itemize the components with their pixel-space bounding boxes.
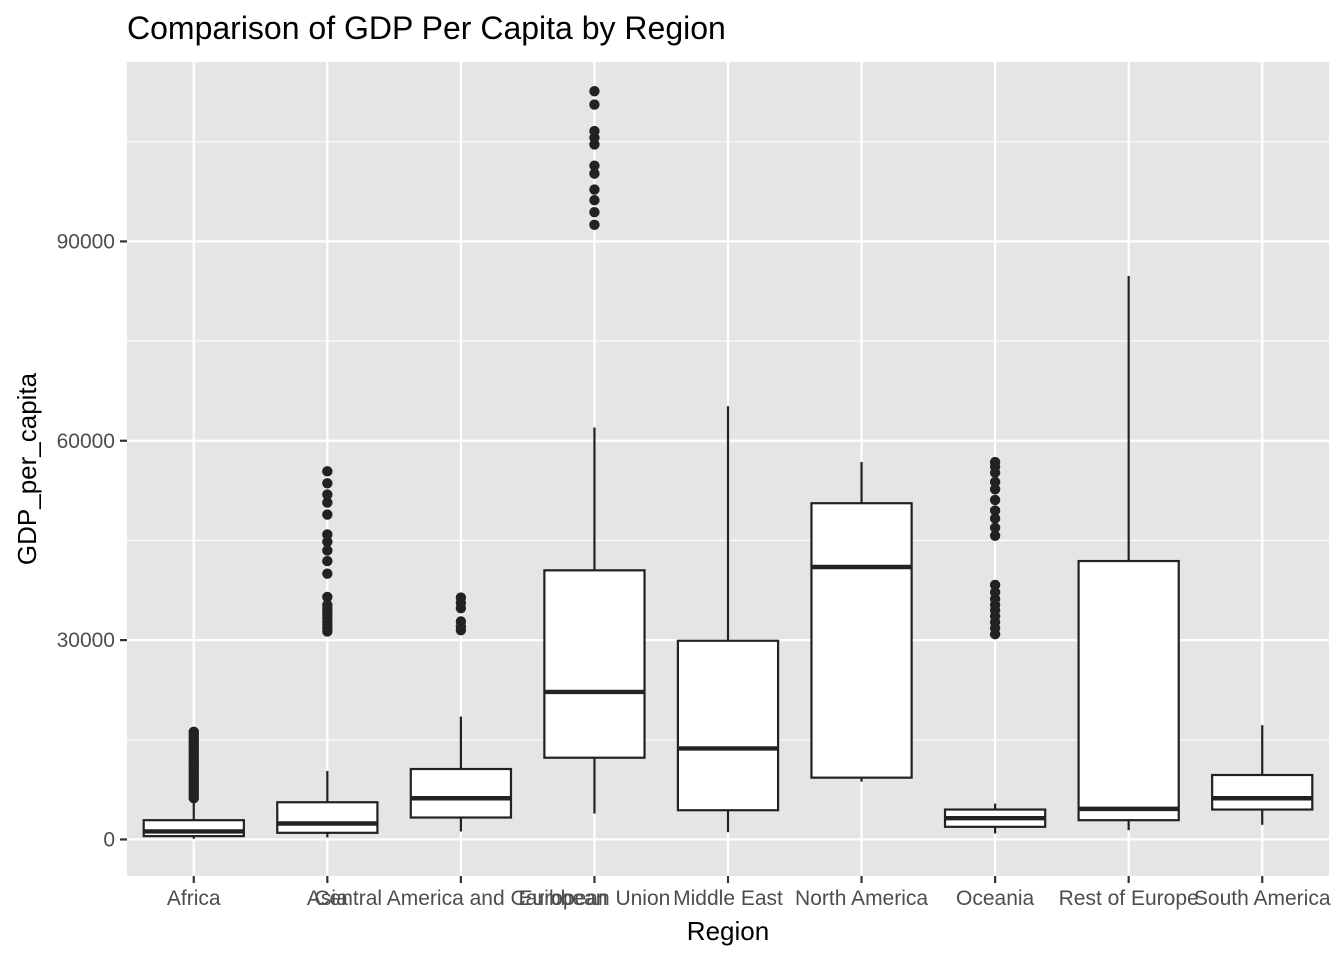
outlier-point <box>322 497 333 508</box>
outlier-point <box>322 555 333 567</box>
box-group <box>142 726 245 839</box>
outlier-point <box>322 509 333 520</box>
outlier-point <box>989 476 1001 488</box>
y-tick-label: 0 <box>103 828 115 851</box>
outlier-point <box>322 489 333 500</box>
y-tick-label: 90000 <box>57 230 115 253</box>
outlier-point <box>589 195 600 206</box>
outlier-point <box>322 599 333 611</box>
chart-title: Comparison of GDP Per Capita by Region <box>127 10 726 46</box>
outlier-point <box>589 160 600 171</box>
x-tick-label: Asia <box>307 887 348 910</box>
outlier-point <box>455 616 467 627</box>
outlier-point <box>322 536 333 547</box>
outlier-point <box>989 456 1001 468</box>
box-group <box>276 466 379 838</box>
x-tick-label: North America <box>795 887 928 910</box>
box-group <box>676 406 780 833</box>
y-tick-label: 60000 <box>57 430 115 453</box>
box-group <box>943 456 1047 834</box>
outlier-point <box>455 592 467 603</box>
box <box>543 569 646 759</box>
outlier-point <box>989 494 1001 506</box>
box-group <box>1211 725 1314 825</box>
box-group <box>1077 275 1180 831</box>
y-axis-title: GDP_per_capita <box>12 372 42 565</box>
outlier-point <box>322 478 333 489</box>
outlier-point <box>589 125 600 137</box>
outlier-point <box>188 726 199 738</box>
outlier-point <box>589 86 600 97</box>
outlier-point <box>589 99 600 110</box>
outlier-point <box>589 184 600 195</box>
box <box>810 502 913 779</box>
x-tick-label: Africa <box>167 887 221 910</box>
outlier-point <box>989 587 1001 598</box>
outlier-point <box>322 591 333 603</box>
x-tick-label: European Union <box>519 887 671 910</box>
x-tick-label: Central America and Caribbean <box>314 887 607 910</box>
x-tick-label: Rest of Europe <box>1059 887 1199 910</box>
y-tick-label: 30000 <box>57 629 115 652</box>
box <box>142 819 245 838</box>
outlier-point <box>322 568 333 579</box>
outlier-point <box>989 513 1001 524</box>
outlier-point <box>989 505 1001 516</box>
x-tick-label: Oceania <box>956 887 1035 910</box>
outlier-point <box>322 545 333 556</box>
box-group <box>409 592 513 832</box>
x-tick-label: Middle East <box>673 887 783 910</box>
box <box>676 639 780 812</box>
box-group <box>543 86 646 814</box>
box <box>1211 773 1314 811</box>
outlier-point <box>589 206 600 218</box>
outlier-point <box>589 168 600 179</box>
box <box>409 767 513 819</box>
box <box>1077 559 1180 822</box>
outlier-point <box>989 579 1001 591</box>
outlier-point <box>989 530 1001 541</box>
box <box>276 801 379 834</box>
outlier-point <box>322 466 333 477</box>
x-axis-title: Region <box>687 916 769 946</box>
outlier-point <box>589 219 600 230</box>
outlier-point <box>322 529 333 540</box>
outlier-point <box>989 522 1001 534</box>
box-group <box>810 462 913 782</box>
outlier-point <box>989 484 1001 495</box>
x-tick-label: South America <box>1194 887 1331 910</box>
